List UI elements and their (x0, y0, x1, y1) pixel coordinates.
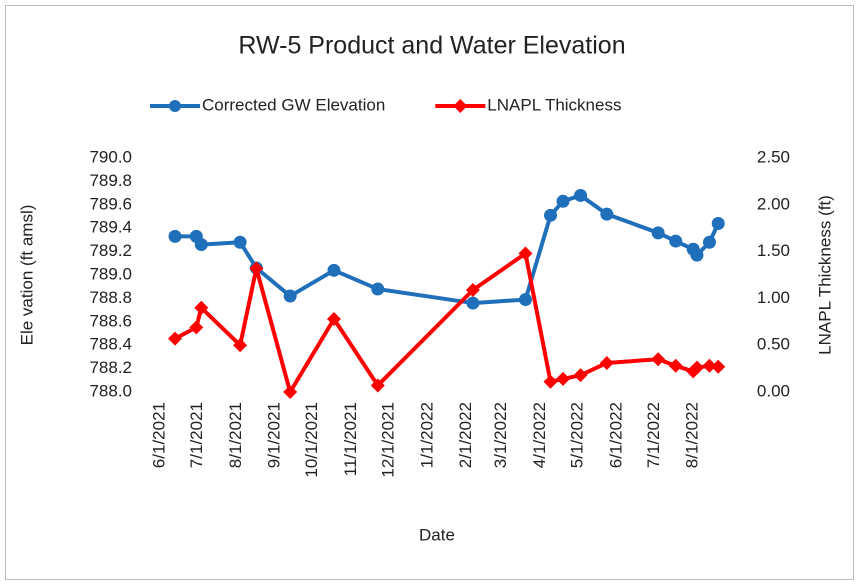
y2-tick-label: 0.00 (757, 381, 790, 400)
point (711, 359, 726, 374)
point (194, 300, 209, 315)
point (543, 374, 558, 389)
y2-axis-label: LNAPL Thickness (ft) (815, 195, 834, 355)
x-tick-label: 10/1/2021 (302, 402, 321, 478)
point (370, 378, 385, 393)
point (669, 234, 683, 248)
point (283, 385, 298, 399)
point (556, 194, 570, 208)
point (599, 355, 614, 370)
y-tick-label: 788.8 (89, 288, 132, 307)
legend-marker (453, 99, 468, 113)
y-tick-label: 788.0 (89, 381, 132, 400)
y-tick-label: 788.2 (89, 358, 132, 377)
point (233, 338, 248, 353)
chart-frame (5, 5, 854, 580)
y-tick-label: 788.6 (89, 311, 132, 330)
x-tick-label: 4/1/2022 (530, 402, 549, 468)
y-tick-label: 788.4 (89, 335, 132, 354)
point (518, 293, 532, 307)
x-tick-label: 3/1/2022 (491, 402, 510, 468)
x-tick-label: 8/1/2022 (683, 402, 702, 468)
legend-label: Corrected GW Elevation (202, 95, 385, 114)
x-axis-label: Date (419, 525, 455, 544)
y-tick-label: 789.4 (89, 218, 132, 237)
point (689, 360, 704, 375)
y2-tick-label: 2.50 (757, 147, 790, 166)
point (518, 246, 533, 261)
point (233, 235, 247, 249)
point (711, 217, 725, 231)
point (651, 226, 665, 240)
x-tick-label: 7/1/2021 (187, 402, 206, 468)
y-tick-label: 789.8 (89, 171, 132, 190)
x-tick-label: 5/1/2022 (568, 402, 587, 468)
point (326, 311, 341, 326)
y2-tick-label: 1.00 (757, 288, 790, 307)
x-tick-label: 11/1/2021 (341, 402, 360, 476)
x-tick-label: 8/1/2021 (226, 402, 245, 468)
point (544, 208, 558, 222)
point (194, 238, 208, 252)
x-tick-label: 2/1/2022 (456, 402, 475, 468)
x-tick-label: 6/1/2021 (149, 402, 168, 468)
point (574, 188, 588, 202)
point (249, 261, 264, 276)
point (327, 263, 341, 277)
point (168, 229, 182, 243)
point (189, 320, 204, 335)
point (371, 282, 385, 296)
point (466, 296, 480, 310)
x-tick-label: 9/1/2021 (265, 402, 284, 468)
point (465, 282, 480, 297)
y-tick-label: 789.0 (89, 264, 132, 283)
chart-title: RW-5 Product and Water Elevation (238, 32, 625, 60)
point (168, 331, 183, 346)
y-tick-label: 789.6 (89, 194, 132, 213)
point (556, 371, 571, 386)
legend-marker (169, 100, 181, 112)
y-axis-label: Ele vation (ft amsl) (17, 205, 36, 346)
point (668, 358, 683, 373)
x-tick-label: 7/1/2022 (644, 402, 663, 468)
point (702, 358, 717, 373)
y-tick-label: 790.0 (89, 147, 132, 166)
point (283, 289, 297, 303)
point (600, 207, 614, 221)
point (702, 235, 716, 249)
y2-tick-label: 0.50 (757, 335, 790, 354)
point (573, 368, 588, 383)
y-tick-label: 789.2 (89, 241, 132, 260)
x-tick-label: 1/1/2022 (417, 402, 436, 468)
y2-tick-label: 2.00 (757, 194, 790, 213)
x-tick-label: 12/1/2021 (379, 402, 398, 478)
legend-label: LNAPL Thickness (487, 95, 621, 114)
point (690, 248, 704, 262)
point (651, 352, 666, 367)
x-tick-label: 6/1/2022 (606, 402, 625, 468)
y2-tick-label: 1.50 (757, 241, 790, 260)
